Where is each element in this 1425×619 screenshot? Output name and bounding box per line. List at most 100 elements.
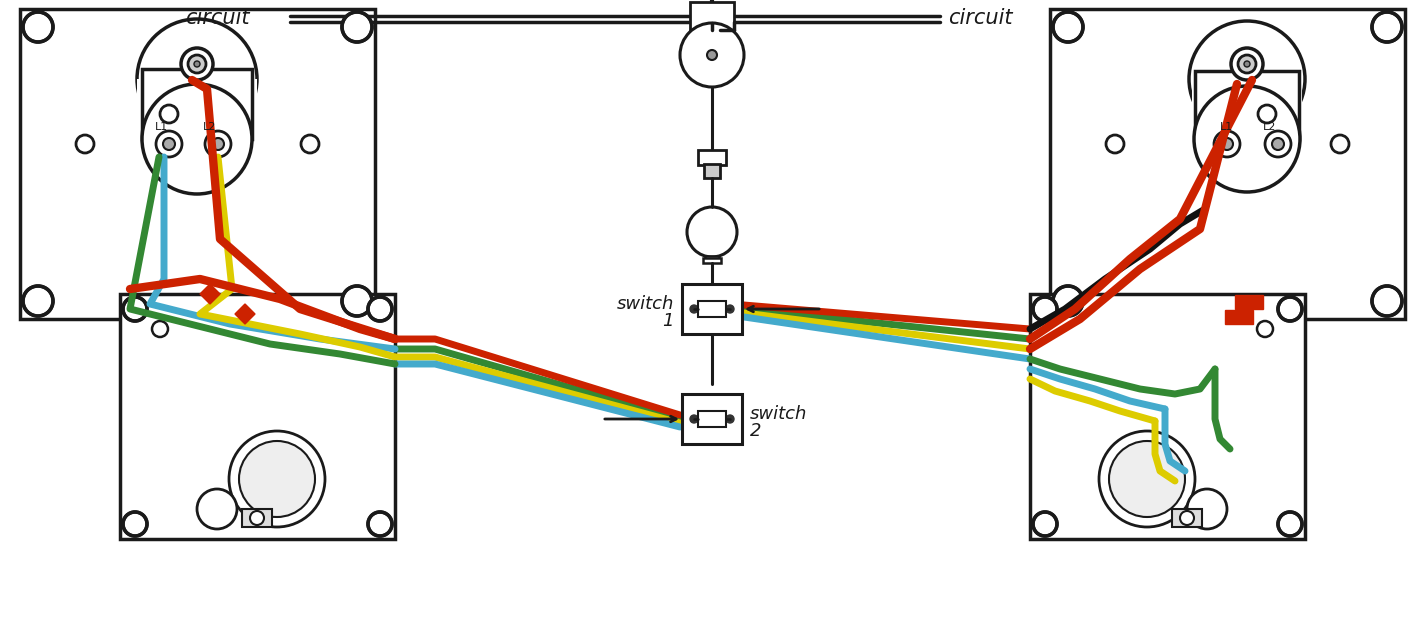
Circle shape bbox=[690, 305, 698, 313]
Circle shape bbox=[368, 512, 392, 536]
Bar bbox=[705, 256, 720, 259]
Circle shape bbox=[1278, 512, 1302, 536]
Circle shape bbox=[1187, 489, 1227, 529]
Bar bbox=[1278, 297, 1302, 321]
Bar bbox=[683, 394, 742, 444]
Circle shape bbox=[342, 12, 372, 42]
Circle shape bbox=[205, 131, 231, 157]
Text: L1: L1 bbox=[1220, 122, 1234, 132]
Text: 1: 1 bbox=[663, 312, 674, 330]
Circle shape bbox=[342, 286, 372, 316]
Bar bbox=[123, 512, 147, 536]
Circle shape bbox=[690, 415, 698, 423]
Bar bbox=[368, 297, 392, 321]
Circle shape bbox=[239, 441, 315, 517]
Circle shape bbox=[1372, 12, 1402, 42]
Circle shape bbox=[1238, 55, 1255, 73]
Bar bbox=[1033, 297, 1057, 321]
Bar bbox=[698, 150, 725, 165]
Bar bbox=[342, 286, 372, 316]
Circle shape bbox=[1180, 511, 1194, 525]
Bar bbox=[23, 286, 53, 316]
Circle shape bbox=[1244, 61, 1250, 67]
Text: circuit: circuit bbox=[185, 8, 249, 28]
Circle shape bbox=[301, 135, 319, 153]
Bar bbox=[703, 258, 721, 263]
Circle shape bbox=[1265, 131, 1291, 157]
Text: L2: L2 bbox=[204, 122, 217, 132]
Circle shape bbox=[1278, 297, 1302, 321]
Circle shape bbox=[1188, 21, 1305, 137]
Bar bbox=[242, 509, 272, 527]
Circle shape bbox=[197, 489, 237, 529]
Circle shape bbox=[1257, 321, 1273, 337]
Bar bbox=[1053, 286, 1083, 316]
Bar bbox=[683, 284, 742, 334]
Bar bbox=[1226, 310, 1253, 324]
Circle shape bbox=[725, 305, 734, 313]
Circle shape bbox=[1053, 286, 1083, 316]
Circle shape bbox=[152, 321, 168, 337]
Polygon shape bbox=[235, 304, 255, 324]
Text: L1: L1 bbox=[154, 122, 168, 132]
Circle shape bbox=[229, 431, 325, 527]
Circle shape bbox=[23, 286, 53, 316]
Polygon shape bbox=[200, 284, 219, 304]
Circle shape bbox=[249, 511, 264, 525]
Circle shape bbox=[707, 50, 717, 60]
Circle shape bbox=[1106, 135, 1124, 153]
Circle shape bbox=[155, 131, 182, 157]
Circle shape bbox=[1053, 12, 1083, 42]
Circle shape bbox=[1273, 138, 1284, 150]
Circle shape bbox=[680, 23, 744, 87]
Circle shape bbox=[142, 84, 252, 194]
Bar bbox=[1171, 509, 1203, 527]
Circle shape bbox=[1033, 512, 1057, 536]
Circle shape bbox=[368, 297, 392, 321]
Bar bbox=[1372, 12, 1402, 42]
Bar bbox=[1372, 286, 1402, 316]
Circle shape bbox=[181, 48, 212, 80]
Circle shape bbox=[1258, 105, 1275, 123]
Circle shape bbox=[725, 415, 734, 423]
Bar bbox=[1033, 512, 1057, 536]
Bar bbox=[123, 297, 147, 321]
Bar bbox=[690, 2, 734, 30]
Circle shape bbox=[1214, 131, 1240, 157]
Circle shape bbox=[1231, 48, 1263, 80]
Bar bbox=[1050, 9, 1405, 319]
Circle shape bbox=[188, 55, 207, 73]
Circle shape bbox=[162, 138, 175, 150]
Bar bbox=[1278, 512, 1302, 536]
Bar bbox=[120, 294, 395, 539]
Bar bbox=[142, 69, 252, 139]
Bar bbox=[20, 9, 375, 319]
Circle shape bbox=[1194, 86, 1300, 192]
Circle shape bbox=[687, 207, 737, 257]
Circle shape bbox=[76, 135, 94, 153]
Text: 2: 2 bbox=[750, 422, 761, 440]
Circle shape bbox=[160, 105, 178, 123]
Bar bbox=[1235, 295, 1263, 309]
Circle shape bbox=[1221, 138, 1233, 150]
Bar bbox=[23, 12, 53, 42]
Text: circuit: circuit bbox=[948, 8, 1013, 28]
Text: L2: L2 bbox=[1264, 122, 1277, 132]
Bar bbox=[368, 512, 392, 536]
Bar bbox=[1030, 294, 1305, 539]
Circle shape bbox=[123, 512, 147, 536]
Bar bbox=[342, 12, 372, 42]
Text: switch: switch bbox=[750, 405, 808, 423]
Circle shape bbox=[1033, 297, 1057, 321]
Bar bbox=[137, 79, 256, 139]
Circle shape bbox=[123, 297, 147, 321]
Circle shape bbox=[212, 138, 224, 150]
Bar bbox=[704, 164, 720, 178]
Circle shape bbox=[1372, 286, 1402, 316]
Circle shape bbox=[23, 12, 53, 42]
Bar bbox=[698, 411, 725, 427]
Circle shape bbox=[1331, 135, 1349, 153]
Bar bbox=[1191, 79, 1302, 139]
Circle shape bbox=[1109, 441, 1186, 517]
Circle shape bbox=[1099, 431, 1196, 527]
